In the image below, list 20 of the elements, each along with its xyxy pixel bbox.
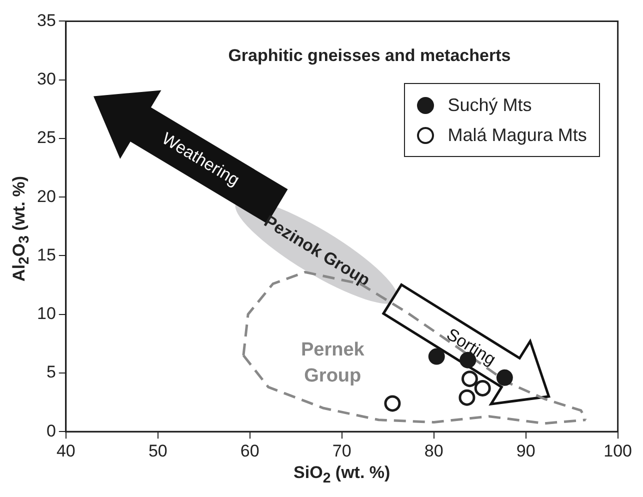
y-tick-label: 20 bbox=[36, 186, 56, 206]
y-tick-label: 10 bbox=[36, 304, 56, 324]
x-tick-label: 90 bbox=[516, 441, 536, 460]
y-tick-label: 30 bbox=[36, 70, 56, 89]
legend-label: Malá Magura Mts bbox=[448, 124, 587, 148]
y-tick-label: 5 bbox=[46, 362, 56, 382]
y-tick-label: 15 bbox=[36, 245, 56, 264]
legend-label: Suchý Mts bbox=[448, 94, 532, 118]
x-tick-label: 50 bbox=[148, 441, 168, 460]
x-axis-title: SiO$_{2}$ (wt. %) bbox=[292, 463, 392, 486]
y-tick-label: 35 bbox=[36, 10, 56, 30]
y-tick-label: 25 bbox=[36, 128, 56, 148]
x-tick-label: 100 bbox=[604, 441, 632, 460]
x-tick-label: 80 bbox=[424, 441, 444, 460]
y-tick-label: 0 bbox=[46, 421, 56, 440]
x-tick-label: 60 bbox=[240, 441, 260, 460]
x-tick-label: 40 bbox=[56, 441, 76, 460]
text: Graphitic gneisses and metacherts bbox=[228, 46, 511, 65]
text: Pernek Group bbox=[300, 339, 365, 386]
x-tick-label: 70 bbox=[332, 441, 352, 460]
